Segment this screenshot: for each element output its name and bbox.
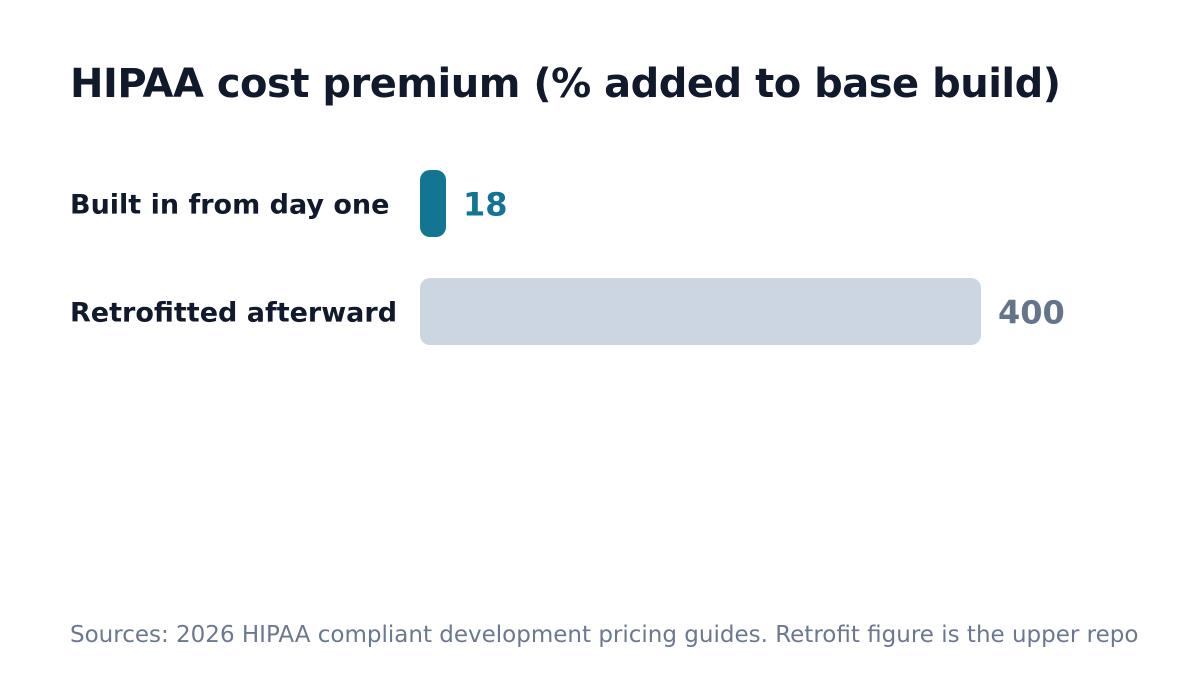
- bar-built-in-from-day-one: [420, 170, 446, 237]
- value-label-retrofitted-afterward: 400: [998, 294, 1065, 332]
- chart-title: HIPAA cost premium (% added to base buil…: [70, 61, 1061, 107]
- source-note: Sources: 2026 HIPAA compliant developmen…: [70, 622, 1139, 648]
- category-label-built-in-from-day-one: Built in from day one: [70, 190, 389, 221]
- value-label-built-in-from-day-one: 18: [463, 186, 508, 224]
- bar-retrofitted-afterward: [420, 278, 981, 345]
- category-label-retrofitted-afterward: Retrofitted afterward: [70, 298, 397, 329]
